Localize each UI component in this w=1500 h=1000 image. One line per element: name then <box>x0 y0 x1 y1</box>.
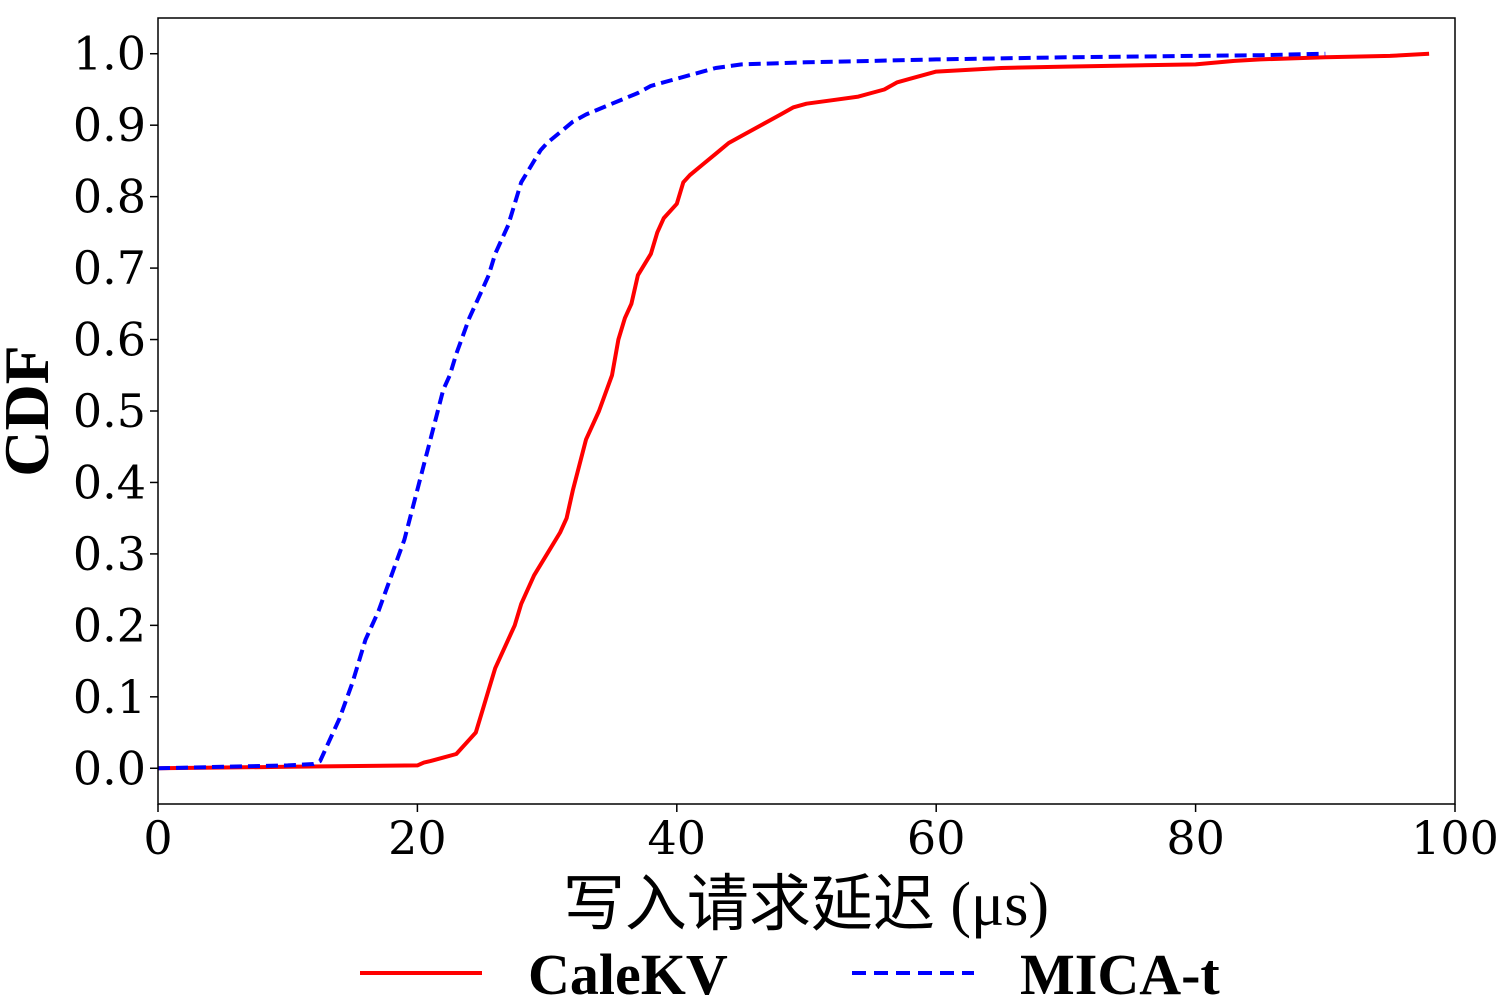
y-tick-label: 0.6 <box>73 313 146 367</box>
x-axis: 0 20 40 60 80 100 <box>143 804 1499 865</box>
series-layer <box>157 51 1430 771</box>
y-tick-label: 0.5 <box>73 384 146 438</box>
y-axis: 0.0 0.1 0.2 0.3 0.4 0.5 0.6 0.7 0.8 0.9 1.0 <box>73 27 158 795</box>
y-tick-label: 0.3 <box>73 527 146 581</box>
x-tick-label: 20 <box>388 811 447 865</box>
y-tick-label: 0.1 <box>73 670 146 724</box>
series-line-mica-t <box>157 51 1326 771</box>
y-tick-label: 0.0 <box>73 741 146 795</box>
legend-label-calekv: CaleKV <box>528 942 728 1000</box>
legend: CaleKV MICA-t <box>360 942 1220 1000</box>
legend-label-mica-t: MICA-t <box>1020 942 1220 1000</box>
x-tick-label: 60 <box>907 811 966 865</box>
y-tick-label: 0.9 <box>73 98 146 152</box>
x-tick-label: 100 <box>1411 811 1499 865</box>
y-tick-label: 1.0 <box>73 27 146 81</box>
x-axis-label: 写入请求延迟 (μs) <box>563 871 1049 939</box>
y-tick-label: 0.4 <box>73 455 146 509</box>
series-line-calekv <box>157 51 1430 771</box>
x-tick-label: 80 <box>1166 811 1225 865</box>
y-tick-label: 0.2 <box>73 598 146 652</box>
y-tick-label: 0.7 <box>73 241 146 295</box>
x-tick-label: 40 <box>648 811 707 865</box>
y-tick-label: 0.8 <box>73 170 146 224</box>
y-axis-label: CDF <box>0 345 62 477</box>
x-tick-label: 0 <box>143 811 172 865</box>
